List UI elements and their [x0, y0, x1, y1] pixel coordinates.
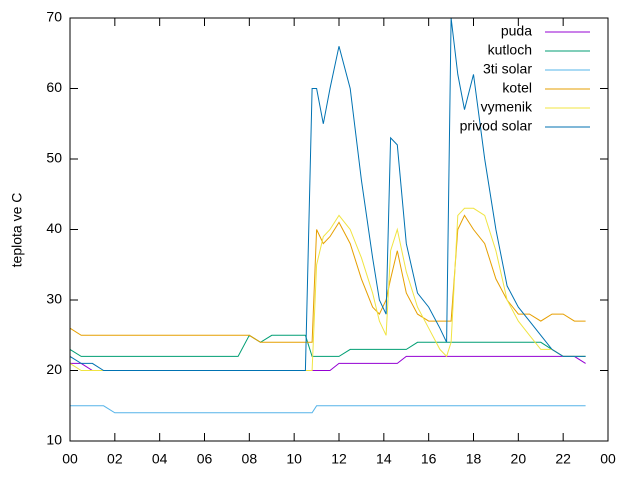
legend-label: puda	[501, 23, 532, 39]
x-tick-label: 20	[511, 451, 527, 467]
y-tick-label: 60	[46, 79, 62, 95]
data-line	[70, 405, 586, 414]
legend-label: vymenik	[481, 99, 533, 115]
x-tick-label: 00	[62, 451, 78, 467]
y-tick-label: 50	[46, 150, 62, 166]
legend-label: kotel	[502, 80, 532, 96]
plot-border	[69, 17, 609, 442]
x-tick-label: 02	[107, 451, 123, 467]
x-tick-label: 16	[421, 451, 437, 467]
x-tick-label: 00	[600, 451, 616, 467]
legend-label: 3ti solar	[483, 61, 532, 77]
y-tick-label: 70	[46, 9, 62, 25]
x-tick-label: 14	[376, 451, 392, 467]
x-tick-label: 04	[152, 451, 168, 467]
data-line	[69, 334, 586, 357]
x-tick-label: 18	[466, 451, 482, 467]
y-tick-label: 40	[46, 220, 62, 236]
legend-label: kutloch	[488, 42, 532, 58]
data-line	[69, 207, 586, 371]
data-line	[69, 214, 586, 343]
y-tick-label: 10	[46, 432, 62, 448]
x-tick-label: 22	[555, 451, 571, 467]
x-tick-label: 08	[242, 451, 258, 467]
y-tick-label: 30	[46, 291, 62, 307]
legend-label: privod solar	[460, 118, 533, 134]
x-tick-label: 12	[331, 451, 347, 467]
y-tick-label: 20	[46, 361, 62, 377]
data-line	[70, 355, 586, 371]
data-line	[69, 17, 586, 371]
x-tick-label: 06	[197, 451, 213, 467]
y-axis-label: teplota ve C	[9, 193, 25, 268]
x-tick-label: 10	[286, 451, 302, 467]
